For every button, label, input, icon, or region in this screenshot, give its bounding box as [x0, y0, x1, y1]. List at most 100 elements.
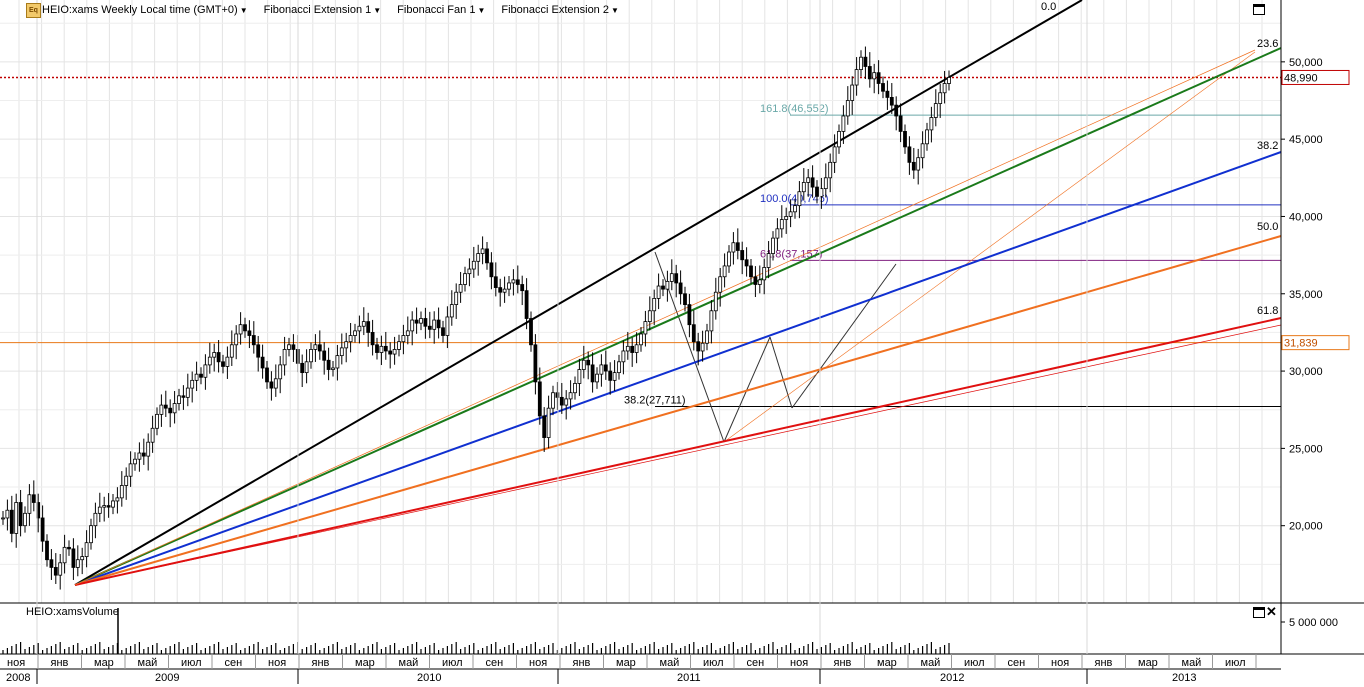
- candle-body[interactable]: [489, 262, 494, 278]
- candle-body[interactable]: [683, 293, 687, 305]
- candle-body[interactable]: [423, 318, 428, 327]
- candle-body[interactable]: [344, 341, 349, 349]
- candle-body[interactable]: [480, 248, 485, 254]
- candle-body[interactable]: [863, 56, 868, 67]
- candle-body[interactable]: [722, 265, 727, 278]
- candle-body[interactable]: [322, 350, 327, 361]
- candle-body[interactable]: [221, 361, 225, 367]
- candle-body[interactable]: [256, 344, 261, 358]
- candle-body[interactable]: [801, 182, 806, 193]
- candle-body[interactable]: [414, 319, 419, 324]
- candle-body[interactable]: [903, 131, 907, 148]
- candle-body[interactable]: [832, 146, 837, 163]
- candle-body[interactable]: [907, 146, 912, 163]
- candle-body[interactable]: [947, 77, 951, 84]
- candle-body[interactable]: [634, 344, 639, 353]
- candle-body[interactable]: [515, 279, 520, 285]
- candle-body[interactable]: [441, 327, 445, 336]
- candle-body[interactable]: [564, 398, 569, 406]
- candle-body[interactable]: [155, 413, 159, 429]
- candle-body[interactable]: [705, 330, 709, 344]
- candle-body[interactable]: [493, 276, 498, 288]
- symbol-title-dropdown[interactable]: HEIO:xams Weekly Local time (GMT+0) ▼: [26, 4, 248, 16]
- candle-body[interactable]: [797, 191, 802, 207]
- candle-body[interactable]: [603, 364, 608, 372]
- candle-body[interactable]: [410, 319, 415, 332]
- candle-body[interactable]: [159, 404, 164, 415]
- candle-body[interactable]: [287, 344, 291, 350]
- candle-body[interactable]: [194, 373, 199, 381]
- candle-body[interactable]: [251, 335, 256, 346]
- candle-body[interactable]: [137, 452, 142, 460]
- close-volume-panel-icon[interactable]: ✕: [1266, 604, 1277, 619]
- candle-body[interactable]: [199, 373, 203, 378]
- candle-body[interactable]: [458, 284, 463, 293]
- candle-body[interactable]: [625, 345, 630, 352]
- candle-body[interactable]: [84, 542, 89, 558]
- candle-body[interactable]: [643, 321, 648, 335]
- candle-body[interactable]: [476, 253, 481, 262]
- candle-body[interactable]: [898, 115, 903, 132]
- candle-body[interactable]: [639, 333, 643, 346]
- candle-body[interactable]: [889, 97, 894, 106]
- candle-body[interactable]: [850, 84, 855, 101]
- candle-body[interactable]: [731, 242, 736, 253]
- candle-body[interactable]: [62, 546, 67, 564]
- candle-body[interactable]: [498, 287, 503, 293]
- candle-body[interactable]: [520, 284, 525, 292]
- candle-body[interactable]: [529, 318, 533, 346]
- candle-body[interactable]: [177, 395, 181, 404]
- candle-body[interactable]: [542, 415, 547, 438]
- candle-body[interactable]: [700, 342, 705, 352]
- candle-body[interactable]: [67, 546, 71, 550]
- study-fibonacci-fan-1[interactable]: Fibonacci Fan 1 ▼: [397, 4, 485, 16]
- candle-body[interactable]: [537, 381, 542, 417]
- candle-body[interactable]: [172, 403, 177, 414]
- candle-body[interactable]: [102, 505, 107, 508]
- candle-body[interactable]: [141, 452, 146, 457]
- candle-body[interactable]: [669, 273, 674, 282]
- candle-body[interactable]: [718, 276, 723, 293]
- candle-body[interactable]: [282, 349, 287, 366]
- candle-body[interactable]: [806, 177, 811, 183]
- candle-body[interactable]: [168, 407, 173, 414]
- candle-body[interactable]: [58, 562, 63, 576]
- candle-body[interactable]: [837, 131, 841, 148]
- candle-body[interactable]: [762, 267, 767, 281]
- candle-body[interactable]: [555, 392, 560, 398]
- candle-body[interactable]: [216, 352, 221, 363]
- candle-body[interactable]: [300, 362, 305, 374]
- candle-body[interactable]: [383, 345, 388, 352]
- candle-body[interactable]: [18, 502, 23, 527]
- candle-body[interactable]: [872, 72, 877, 80]
- candle-body[interactable]: [80, 556, 85, 561]
- candle-body[interactable]: [1, 517, 5, 520]
- candle-body[interactable]: [533, 344, 538, 383]
- candle-body[interactable]: [419, 318, 423, 324]
- candle-body[interactable]: [304, 361, 309, 374]
- candle-body[interactable]: [454, 291, 459, 305]
- candle-body[interactable]: [709, 310, 714, 332]
- candle-body[interactable]: [238, 324, 243, 335]
- candle-body[interactable]: [273, 378, 278, 389]
- candle-body[interactable]: [942, 83, 947, 94]
- study-fibonacci-extension-2[interactable]: Fibonacci Extension 2 ▼: [501, 4, 619, 16]
- candle-body[interactable]: [97, 506, 102, 514]
- candle-body[interactable]: [128, 463, 133, 477]
- candle-body[interactable]: [573, 383, 577, 394]
- candle-body[interactable]: [265, 367, 269, 383]
- candle-body[interactable]: [612, 372, 617, 381]
- candle-body[interactable]: [397, 341, 401, 350]
- candle-body[interactable]: [559, 396, 564, 406]
- candle-body[interactable]: [599, 364, 604, 375]
- candle-body[interactable]: [40, 517, 45, 542]
- candle-body[interactable]: [247, 330, 252, 336]
- candle-body[interactable]: [471, 260, 476, 270]
- candle-body[interactable]: [339, 347, 344, 357]
- candle-body[interactable]: [727, 251, 731, 267]
- candle-body[interactable]: [647, 310, 652, 322]
- candle-body[interactable]: [867, 66, 872, 80]
- app-icon[interactable]: Eq: [26, 3, 41, 18]
- candle-body[interactable]: [590, 364, 595, 383]
- candle-body[interactable]: [335, 355, 340, 369]
